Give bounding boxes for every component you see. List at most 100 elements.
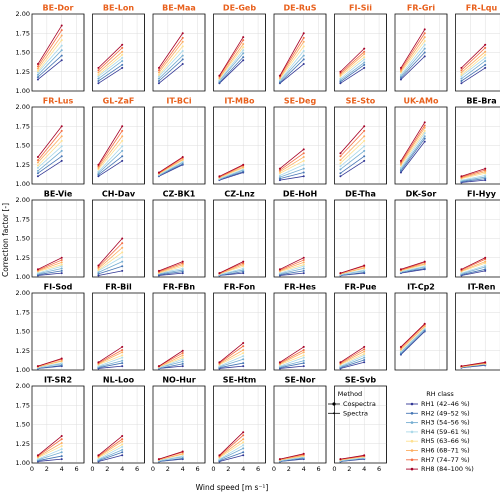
data-point <box>399 164 402 167</box>
series-line <box>461 172 486 180</box>
data-point <box>363 47 366 50</box>
series-line <box>98 360 123 368</box>
series-line <box>219 36 244 76</box>
series-line <box>219 56 244 83</box>
series-line <box>400 125 426 163</box>
data-point <box>484 46 487 49</box>
panel: 0 2 4 6 SE-Htm <box>211 376 266 473</box>
series-line <box>37 49 63 76</box>
series-line <box>279 59 304 83</box>
data-point <box>121 443 124 446</box>
series-line <box>98 130 123 167</box>
data-point <box>121 139 124 142</box>
legend-marker <box>410 439 414 443</box>
y-tick-label: 1.75 <box>16 122 30 130</box>
series-line <box>219 59 244 84</box>
data-point <box>242 43 245 46</box>
data-point <box>423 129 426 132</box>
series-line <box>279 354 304 365</box>
panel: FR-Pue <box>334 283 387 371</box>
y-tick-label: 1.00 <box>16 87 30 95</box>
data-point <box>484 63 487 66</box>
panel-title: CZ-Lnz <box>224 190 255 199</box>
series-line <box>219 172 244 181</box>
data-point <box>121 454 124 457</box>
data-point <box>363 454 366 457</box>
data-point <box>423 32 426 35</box>
panel-title: CH-Dav <box>102 190 136 199</box>
panel: IT-BCi <box>152 97 206 185</box>
series-line <box>219 358 244 368</box>
y-tick-label: 1.50 <box>16 235 30 243</box>
data-point <box>97 73 100 76</box>
data-point <box>60 155 63 158</box>
legend-label: Spectra <box>343 409 368 417</box>
series-line <box>37 458 62 462</box>
data-point <box>242 46 245 49</box>
data-point <box>60 29 63 32</box>
series-line <box>461 51 486 73</box>
series-line <box>279 457 304 462</box>
data-point <box>363 266 366 269</box>
data-point <box>218 365 221 368</box>
panel: BE-Bra <box>455 97 500 185</box>
panel: GL-ZaF <box>92 97 145 185</box>
data-point <box>423 121 426 124</box>
data-point <box>60 455 63 458</box>
x-tick-label: 4 <box>120 465 124 473</box>
series-line <box>400 56 425 80</box>
data-point <box>399 268 402 271</box>
data-point <box>121 354 124 357</box>
data-point <box>97 172 100 175</box>
x-tick-label: 0 <box>90 465 94 473</box>
data-point <box>302 267 305 270</box>
series-line <box>98 349 123 364</box>
panel-border <box>92 292 145 371</box>
data-point <box>339 77 342 80</box>
data-point <box>278 174 281 177</box>
y-tick-label: 1.25 <box>16 254 30 262</box>
data-point <box>484 50 487 53</box>
panel-title: BE-Lon <box>103 4 134 13</box>
data-point <box>339 159 342 162</box>
data-point <box>218 272 221 275</box>
data-point <box>60 441 63 444</box>
series-line <box>461 262 486 272</box>
data-point <box>181 36 184 39</box>
series-line <box>219 43 244 79</box>
legend-label: RH1 (42–46 %) <box>421 400 470 408</box>
series-line <box>461 175 486 181</box>
data-point <box>363 50 366 53</box>
data-point <box>339 82 342 85</box>
panel-title: FR-Pue <box>345 283 378 292</box>
data-point <box>36 69 39 72</box>
data-point <box>399 68 402 71</box>
panel-border <box>213 199 266 278</box>
series-line <box>279 168 304 178</box>
data-point <box>97 82 100 85</box>
series-line <box>37 39 63 72</box>
data-point <box>484 361 487 364</box>
data-point <box>278 361 281 364</box>
series-line <box>461 257 486 270</box>
data-point <box>121 56 124 59</box>
data-point <box>181 452 184 455</box>
series-line <box>279 152 304 171</box>
data-point <box>363 155 366 158</box>
panel: IT-Cp2 <box>394 283 448 371</box>
series-line <box>279 160 304 174</box>
series-line <box>37 451 62 461</box>
panel: BE-Maa <box>152 4 206 92</box>
series-line <box>461 178 486 183</box>
series-line <box>158 63 183 84</box>
series-line <box>400 29 426 69</box>
data-point <box>484 66 487 69</box>
data-point <box>242 348 245 351</box>
panel: DE-Geb <box>213 4 266 92</box>
panel: DK-Sor <box>394 190 448 278</box>
series-line <box>37 435 62 456</box>
series-line <box>340 67 365 84</box>
data-point <box>399 78 402 81</box>
panel-border <box>273 13 327 92</box>
data-point <box>339 272 342 275</box>
